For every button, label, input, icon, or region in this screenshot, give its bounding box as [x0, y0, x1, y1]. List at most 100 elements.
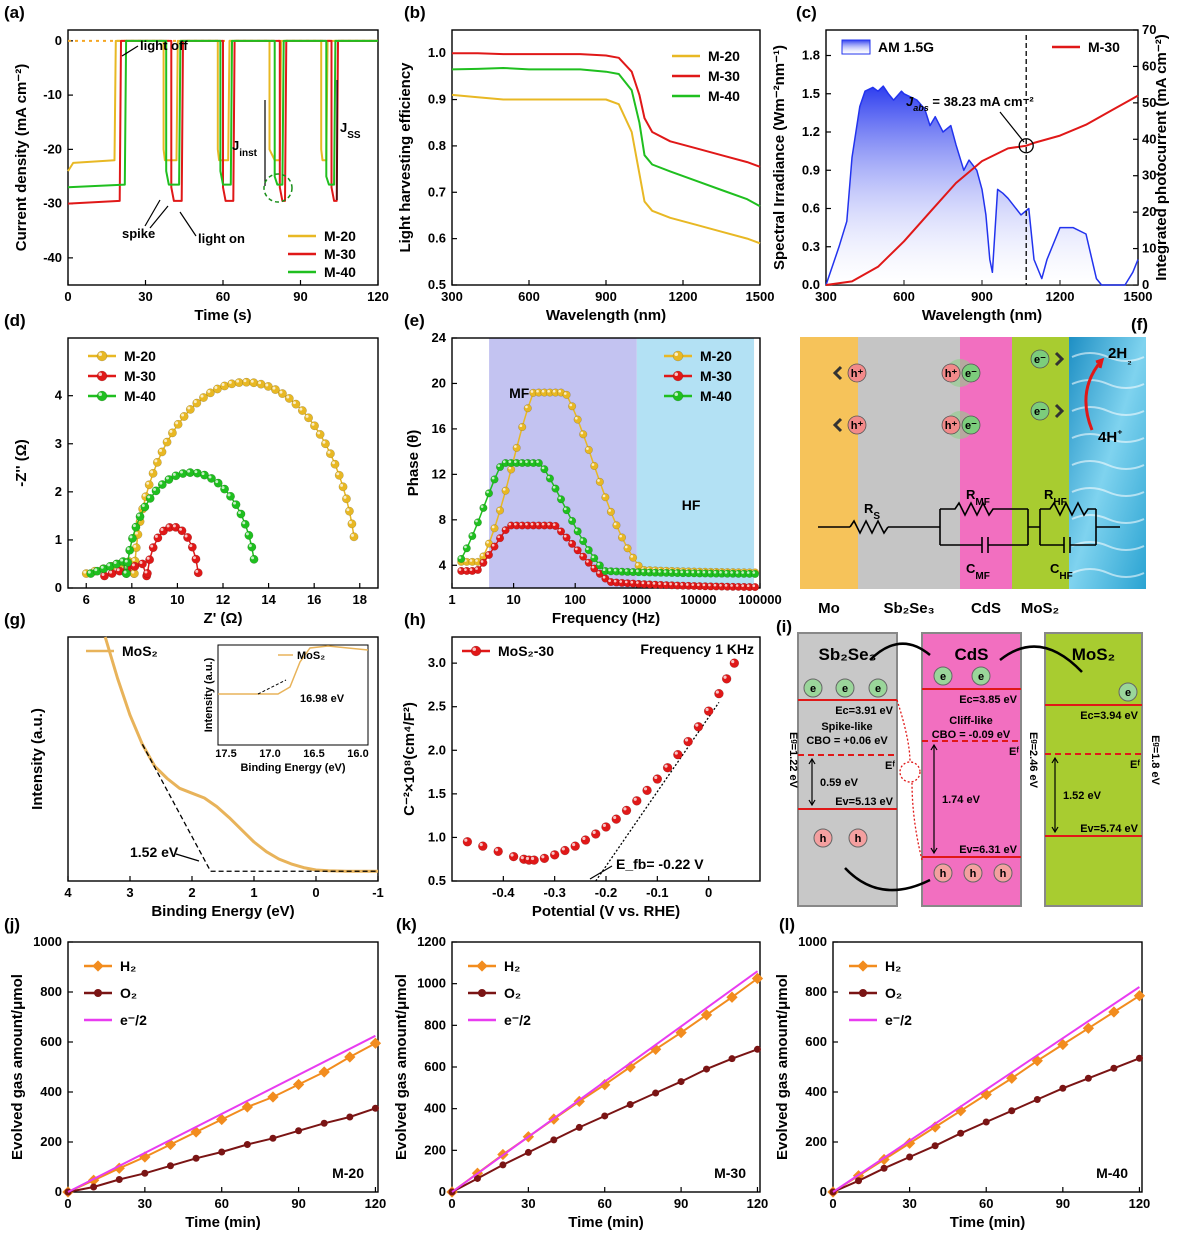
data-point-M-20 [344, 506, 354, 516]
legend-marker [94, 989, 102, 997]
data-point-M-30 [712, 582, 721, 591]
data-point-M-30 [656, 580, 665, 589]
data-point-highlight [541, 389, 545, 393]
inset-legend-label: MoS₂ [297, 650, 325, 662]
data-point-highlight [187, 406, 191, 410]
ev-label: Eᴠ=5.13 eV [835, 796, 893, 808]
data-point-highlight [702, 583, 706, 587]
data-point-highlight [613, 522, 617, 526]
data-point-M-40 [468, 531, 477, 541]
data-point-body [556, 527, 566, 536]
data-point-h2 [318, 1066, 330, 1078]
carrier-disc [941, 363, 961, 383]
data-point-body [573, 527, 582, 536]
data-point-M-40 [728, 569, 737, 578]
data-point-highlight [495, 848, 499, 852]
x-tick-label: 6 [83, 592, 90, 607]
hole-drift-arrow [832, 365, 843, 381]
data-point-body [220, 484, 230, 494]
data-point-highlight [154, 534, 158, 538]
legend-label: MoS₂ [122, 643, 158, 659]
data-point-highlight [730, 571, 733, 574]
x-tick-label: 1 [250, 885, 257, 900]
y-tick-label: 1.0 [428, 829, 446, 844]
panel-label: (j) [4, 915, 20, 934]
carrier: e [971, 666, 991, 686]
data-point-M-20 [490, 524, 499, 533]
y-axis-label: C⁻²×10⁸(cm⁴/F²) [401, 702, 418, 816]
data-point-highlight [497, 464, 501, 468]
panel-b: 300 600 900 1200 1500 0.5 0.6 0.7 0.8 0.9 1.0 Wavel… [397, 3, 774, 324]
data-point-M-40 [518, 458, 527, 468]
carrier-disc [847, 415, 867, 435]
data-point-highlight [586, 560, 589, 563]
x-axis-label: Time (s) [194, 307, 251, 324]
data-point-M-40 [545, 474, 554, 483]
data-point-body [227, 379, 237, 389]
carrier-symbol: e⁻ [1034, 354, 1046, 366]
data-point-highlight [608, 579, 611, 583]
y-tick-label: 8 [439, 512, 446, 527]
data-point-highlight [752, 571, 756, 574]
panel-a: 0 30 60 90 120 0 -10 -20 -30 -40 Time (s) Current d… [4, 3, 389, 324]
data-point-body [642, 785, 652, 796]
electron-carrier: e⁻ [1030, 349, 1050, 369]
y-tick-label: 1.5 [428, 786, 446, 801]
y-tick-label: 0.5 [428, 873, 446, 888]
carrier-disc [963, 863, 983, 883]
y2-axis-label: Integrated photocurrent (mA cm⁻²) [1153, 34, 1170, 281]
data-point-highlight [133, 544, 137, 548]
data-point-M-20 [152, 457, 162, 467]
data-point-highlight [195, 569, 199, 573]
data-point-h2 [700, 1009, 713, 1021]
data-point-highlight [731, 659, 735, 664]
y-tick-label: 0.3 [802, 239, 820, 254]
data-point-o2 [269, 1134, 277, 1142]
inset-y-axis-label: Intensity (a.u.) [203, 657, 215, 732]
inset-x-tick-label: 17.5 [215, 748, 236, 760]
data-point-M-40 [92, 566, 102, 576]
data-point-highlight [669, 570, 672, 573]
annotation-spike: spike [122, 226, 155, 241]
hole-carrier: h⁺ [941, 415, 961, 435]
annotation-arrow [589, 865, 613, 880]
data-point-highlight [464, 545, 467, 549]
data-point-M-20 [199, 393, 208, 403]
data-point-body [177, 526, 187, 536]
data-point-body [584, 546, 593, 555]
data-point-M-40 [490, 475, 499, 484]
series-line-2 [832, 986, 1140, 1193]
data-point-highlight [109, 570, 113, 574]
carrier-symbol: e⁻ [1034, 406, 1046, 418]
capacitor-chf [1040, 537, 1096, 553]
x-tick-label: 0 [705, 885, 712, 900]
data-point-body [568, 516, 577, 525]
data-point-body [568, 402, 577, 411]
data-point-highlight [597, 479, 600, 482]
data-point-o2 [931, 1142, 939, 1150]
data-point-body [187, 542, 197, 552]
carrier-symbol: h [970, 868, 977, 880]
legend-marker [672, 390, 684, 402]
data-point-o2 [295, 1127, 303, 1135]
data-point-highlight [708, 570, 711, 574]
data-point-M-40 [127, 533, 137, 543]
data-point-body [179, 412, 189, 421]
data-point-highlight [635, 563, 639, 566]
data-point-highlight [541, 522, 545, 526]
legend-label: M-30 [324, 246, 356, 262]
data-point-M-20 [320, 439, 330, 449]
data-point-highlight [502, 460, 506, 464]
data-point-highlight [132, 524, 136, 528]
data-point-body [236, 509, 246, 519]
plot-frame [451, 337, 761, 589]
panel-h: -0.4 -0.3 -0.2 -0.1 0 0.5 1.0 1.5 2.0 2.5 3.0 Poten… [401, 610, 761, 920]
data-point-highlight [508, 522, 512, 526]
y2-tick-label: 0 [1142, 277, 1149, 292]
data-point-MoS2-30 [673, 749, 683, 760]
data-point-highlight [569, 403, 573, 407]
data-point-MoS2-30 [478, 841, 488, 851]
carrier-symbol: h⁺ [945, 420, 958, 432]
data-point-M-40 [667, 568, 676, 578]
data-point-highlight [472, 647, 476, 651]
